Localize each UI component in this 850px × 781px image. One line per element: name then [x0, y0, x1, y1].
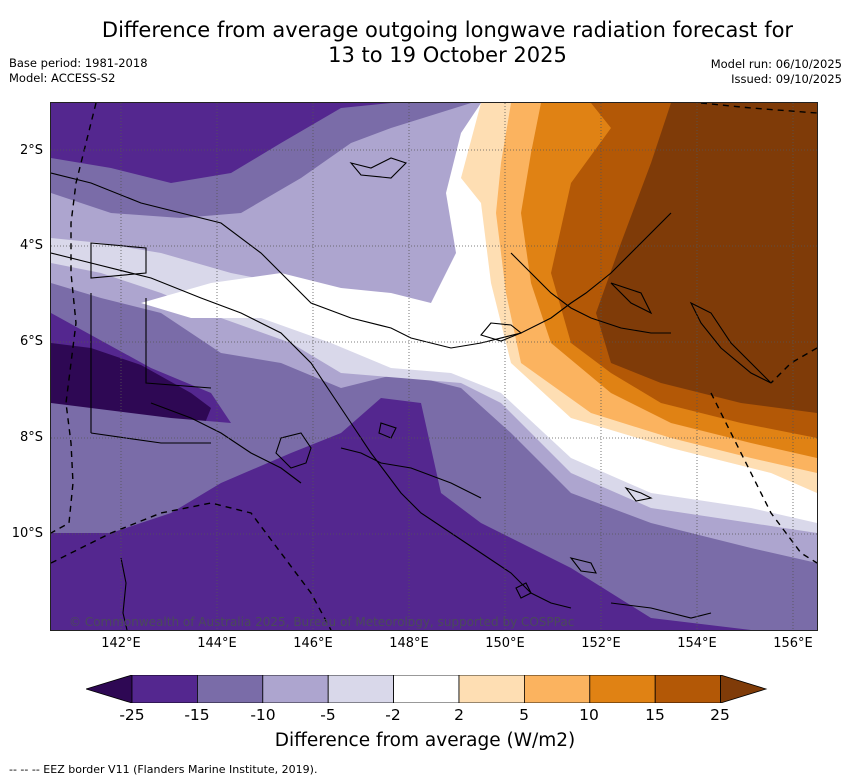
base-period: Base period: 1981-2018 [9, 56, 148, 70]
lat-tick-10s: 10°S [11, 526, 43, 541]
title-line-2: 13 to 19 October 2025 [328, 43, 567, 67]
lon-tick-142e: 142°E [101, 636, 141, 651]
colorbar-extend-high [720, 674, 768, 704]
colorbar-label-8: 15 [645, 706, 665, 724]
meta-right: Model run: 06/10/2025 Issued: 09/10/2025 [711, 57, 842, 87]
title-line-1: Difference from average outgoing longwav… [101, 18, 794, 42]
colorbar-label-0: -25 [119, 706, 145, 724]
lat-tick-2s: 2°S [19, 143, 43, 158]
lon-tick-144e: 144°E [197, 636, 237, 651]
colorbar-label-1: -15 [184, 706, 210, 724]
lat-tick-6s: 6°S [19, 334, 43, 349]
meta-left: Base period: 1981-2018 Model: ACCESS-S2 [9, 56, 148, 86]
colorbar-label-5: 2 [454, 706, 464, 724]
eez-footnote: -- -- -- EEZ border V11 (Flanders Marine… [9, 763, 318, 776]
colorbar-swatch-1 [131, 674, 198, 704]
colorbar-extend-low [84, 674, 133, 704]
model-name: Model: ACCESS-S2 [9, 71, 116, 85]
lon-tick-150e: 150°E [485, 636, 525, 651]
colorbar-title: Difference from average (W/m2) [274, 730, 576, 751]
colorbar-swatch-7 [523, 674, 591, 704]
colorbar-swatch-3 [262, 674, 329, 704]
lon-tick-146e: 146°E [293, 636, 333, 651]
colorbar-swatch-5 [393, 674, 460, 704]
colorbar-swatch-6 [458, 674, 525, 704]
colorbar-label-6: 5 [519, 706, 529, 724]
band-dark-brown-25 [596, 103, 817, 413]
eez-borders [51, 103, 817, 630]
colorbar-swatch-9 [654, 674, 722, 704]
colorbar-label-4: -2 [385, 706, 401, 724]
colorbar-label-3: -5 [320, 706, 336, 724]
lat-tick-8s: 8°S [19, 430, 43, 445]
colorbar-swatch-4 [327, 674, 394, 704]
colorbar-swatch-8 [589, 674, 656, 704]
colorbar [84, 674, 768, 704]
issued-date: Issued: 09/10/2025 [731, 72, 842, 86]
lat-tick-4s: 4°S [19, 238, 43, 253]
lon-tick-156e: 156°E [773, 636, 813, 651]
anomaly-map[interactable] [50, 102, 818, 631]
colorbar-swatch-2 [197, 674, 264, 704]
gridlines [51, 103, 817, 630]
chart-title: Difference from average outgoing longwav… [80, 18, 815, 68]
lon-tick-154e: 154°E [677, 636, 717, 651]
band-neutral [141, 103, 817, 523]
colorbar-label-2: -10 [250, 706, 276, 724]
colorbar-label-7: 10 [579, 706, 599, 724]
lon-tick-148e: 148°E [389, 636, 429, 651]
colorbar-label-9: 25 [710, 706, 730, 724]
lon-tick-152e: 152°E [581, 636, 621, 651]
copyright-notice: © Commonwealth of Australia 2025, Bureau… [69, 615, 575, 629]
model-run: Model run: 06/10/2025 [710, 57, 842, 71]
